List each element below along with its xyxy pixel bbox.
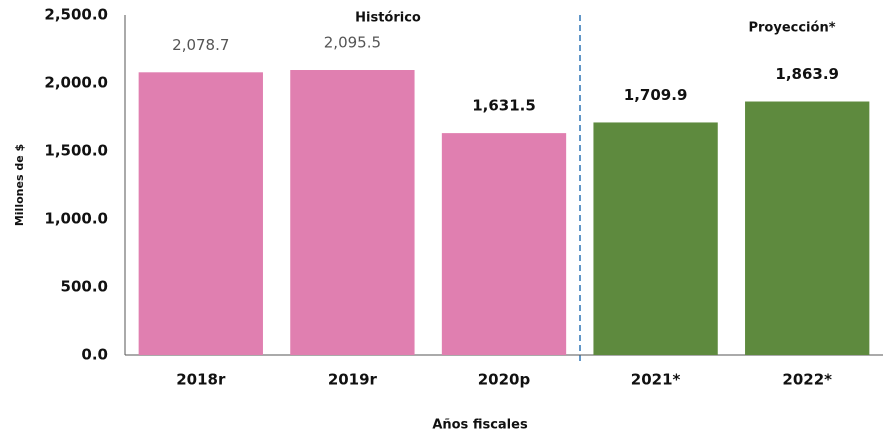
x-tick-label: 2021* (631, 371, 681, 389)
bar (593, 122, 718, 355)
y-tick-label: 0.0 (81, 346, 108, 364)
data-label: 1,709.9 (624, 86, 688, 104)
data-label: 2,078.7 (172, 36, 229, 54)
annotation: Proyección* (748, 21, 835, 36)
y-tick-label: 2,500.0 (44, 6, 108, 24)
bar (138, 72, 263, 355)
bar (441, 133, 567, 355)
y-tick-label: 500.0 (61, 278, 108, 296)
x-tick-label: 2020p (478, 371, 531, 389)
x-tick-label: 2022* (782, 371, 832, 389)
y-axis-label: Millones de $ (13, 144, 26, 226)
y-tick-label: 2,000.0 (44, 74, 108, 92)
data-label: 1,631.5 (472, 97, 536, 115)
data-label: 2,095.5 (324, 34, 381, 52)
bar (745, 101, 870, 355)
y-tick-label: 1,000.0 (44, 210, 108, 228)
bar (290, 70, 415, 356)
x-tick-label: 2019r (328, 371, 378, 389)
y-tick-label: 1,500.0 (44, 142, 108, 160)
x-axis-label: Años fiscales (432, 418, 528, 433)
x-tick-label: 2018r (176, 371, 226, 389)
annotation: Histórico (355, 11, 421, 26)
data-label: 1,863.9 (775, 65, 839, 83)
